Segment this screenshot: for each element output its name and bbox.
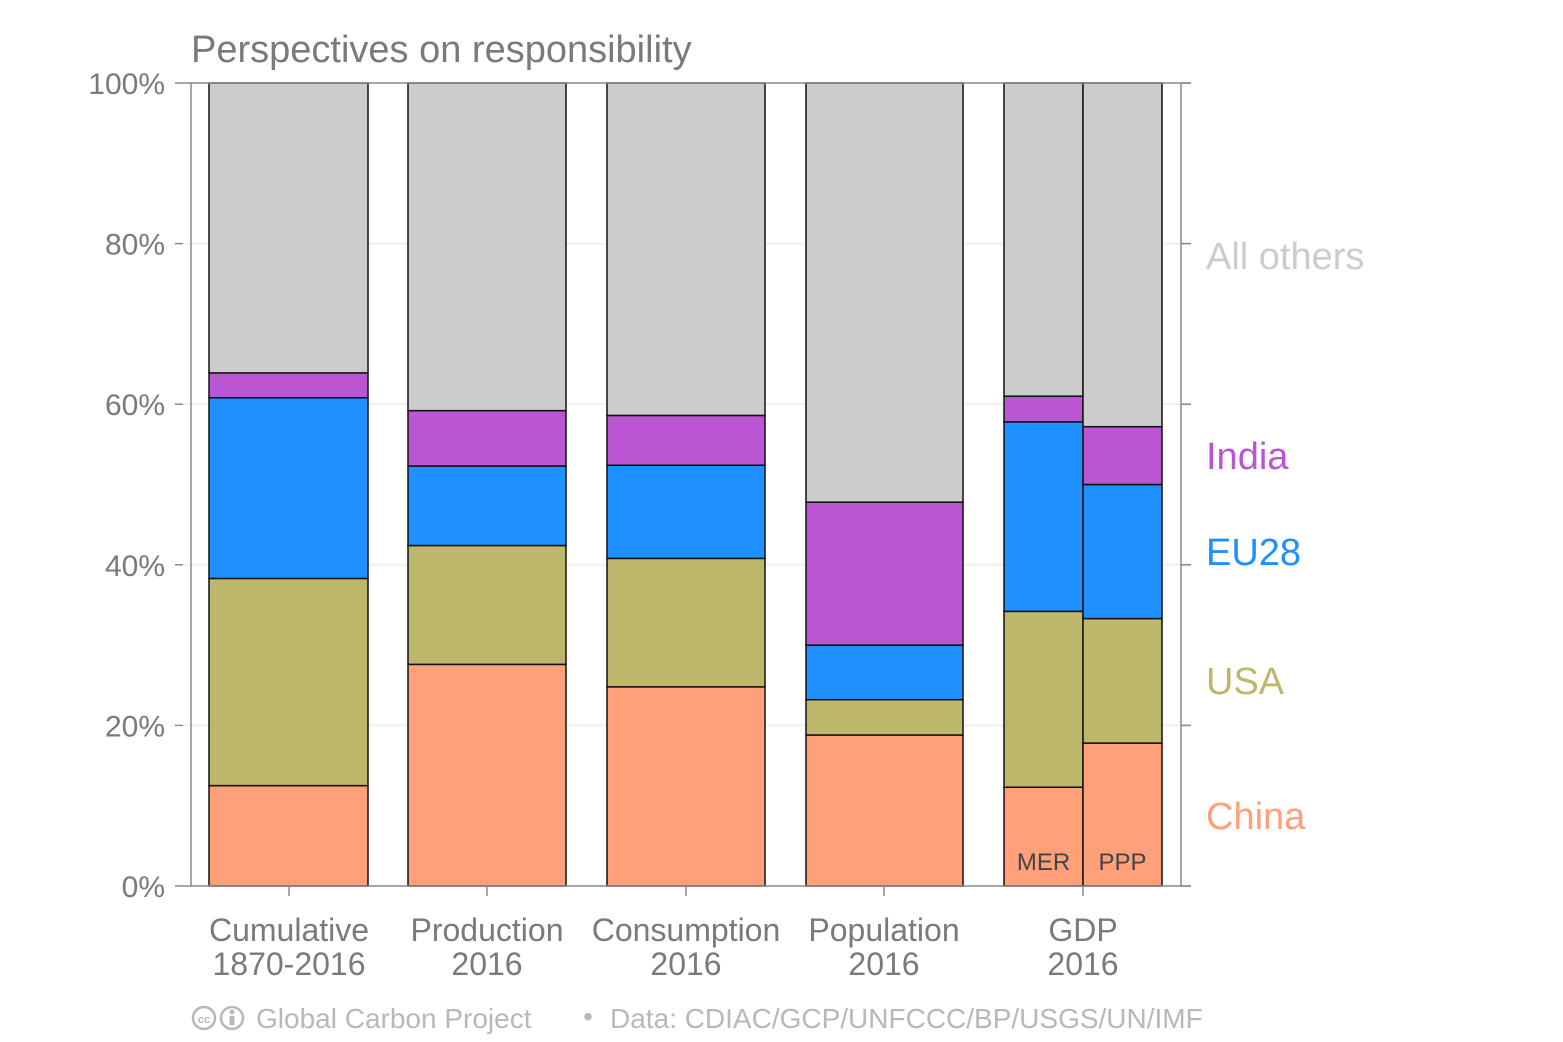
bar-segment-eu28: [208, 397, 369, 580]
legend-india: India: [1206, 436, 1289, 478]
bar-segment-eu28: [1082, 483, 1163, 620]
x-category-sublabel: 2016: [1047, 946, 1118, 982]
footer-org: Global Carbon Project: [256, 1003, 532, 1034]
bar-segment-china: [208, 784, 369, 887]
footer-source: Data: CDIAC/GCP/UNFCCC/BP/USGS/UN/IMF: [610, 1003, 1203, 1034]
y-tick-label: 80%: [105, 229, 165, 262]
y-tick-label: 40%: [105, 550, 165, 583]
legend: China USA EU28 India All others: [1206, 236, 1364, 838]
y-tick-label: 60%: [105, 389, 165, 422]
footer-separator: •: [583, 1001, 593, 1032]
x-category-sublabel: 2016: [650, 946, 721, 982]
bar-segment-usa: [407, 544, 567, 666]
bar-segment-india: [407, 409, 567, 467]
bar-sublabel: PPP: [1098, 849, 1146, 876]
x-category-sublabel: 2016: [451, 946, 522, 982]
axes: [175, 82, 1191, 896]
bar-segment-usa: [1003, 610, 1084, 788]
bar-segment-china: [606, 686, 766, 887]
bar-segment-all-others: [805, 82, 964, 503]
y-tick-label: 100%: [88, 68, 165, 101]
bar-segment-china: [407, 663, 567, 887]
bar-segment-india: [1082, 425, 1163, 486]
footer: cc Global Carbon Project • Data: CDIAC/G…: [191, 1001, 1203, 1034]
bar-segment-usa: [805, 698, 964, 736]
chart-title: Perspectives on responsibility: [191, 29, 692, 71]
bar-segment-china: [1003, 786, 1084, 887]
legend-usa: USA: [1206, 661, 1285, 703]
legend-eu28: EU28: [1206, 532, 1301, 574]
bar-segment-china: [805, 734, 964, 887]
x-category-sublabel: 2016: [848, 946, 919, 982]
bar-segment-india: [208, 372, 369, 399]
bar-segment-india: [606, 414, 766, 466]
bar-segment-eu28: [1003, 421, 1084, 613]
bar-segment-all-others: [407, 82, 567, 412]
legend-china: China: [1206, 796, 1306, 838]
bar-segment-eu28: [407, 465, 567, 547]
y-tick-label: 20%: [105, 710, 165, 743]
bar-segment-usa: [208, 577, 369, 787]
creative-commons-icon: cc: [191, 1005, 245, 1031]
x-category-label: GDP: [1048, 912, 1117, 948]
legend-all-others: All others: [1206, 236, 1364, 278]
bar-segment-usa: [1082, 617, 1163, 744]
x-category-label: Cumulative: [209, 912, 369, 948]
y-tick-label: 0%: [122, 871, 165, 904]
bar-segment-india: [1003, 395, 1084, 423]
x-category-label: Consumption: [592, 912, 781, 948]
x-category-label: Production: [411, 912, 564, 948]
bar-segment-all-others: [1003, 82, 1084, 397]
bar-sublabel: MER: [1017, 849, 1070, 876]
bar-segment-all-others: [1082, 82, 1163, 428]
y-tick-labels: 0% 20% 40% 60% 80% 100%: [88, 68, 165, 904]
x-category-sublabel: 1870-2016: [212, 946, 365, 982]
bar-segment-usa: [606, 557, 766, 688]
bar-segment-all-others: [208, 82, 369, 374]
bar-segment-all-others: [606, 82, 766, 417]
svg-text:cc: cc: [198, 1014, 210, 1026]
bars: MER PPP: [208, 82, 1163, 887]
x-category-label: Population: [808, 912, 959, 948]
bar-segment-eu28: [805, 644, 964, 701]
x-category-labels: Cumulative1870-2016Production2016Consump…: [209, 912, 1119, 982]
bar-segment-india: [805, 501, 964, 646]
bar-segment-eu28: [606, 464, 766, 560]
